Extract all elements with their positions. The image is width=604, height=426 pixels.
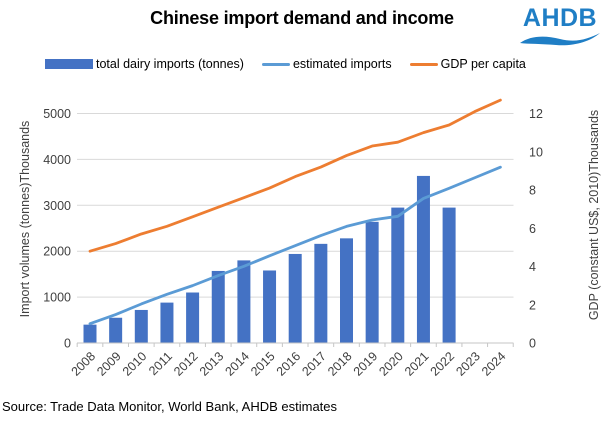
legend-label: GDP per capita <box>440 57 526 71</box>
legend-item-estimated-imports: estimated imports <box>261 57 392 71</box>
ahdb-logo: AHDB <box>520 6 600 46</box>
bar-2017 <box>314 243 328 343</box>
svg-text:2008: 2008 <box>69 349 99 379</box>
line-series-swatch-icon <box>409 62 438 66</box>
svg-text:5000: 5000 <box>43 107 71 121</box>
source-note: Source: Trade Data Monitor, World Bank, … <box>2 399 338 414</box>
svg-text:2009: 2009 <box>94 349 124 379</box>
svg-text:2010: 2010 <box>120 349 150 379</box>
x-axis <box>76 342 514 347</box>
svg-text:2013: 2013 <box>197 349 227 379</box>
svg-text:2024: 2024 <box>479 349 509 379</box>
chart-title: Chinese import demand and income <box>150 8 454 28</box>
bar-series-swatch-icon <box>45 59 93 69</box>
svg-text:2019: 2019 <box>351 349 381 379</box>
svg-text:10: 10 <box>529 145 543 159</box>
bar-2008 <box>83 324 97 343</box>
svg-text:2015: 2015 <box>248 349 278 379</box>
svg-text:4: 4 <box>529 260 536 274</box>
left-axis-tick-labels: 0 1000 2000 3000 4000 5000 <box>43 107 71 351</box>
svg-text:1000: 1000 <box>43 291 71 305</box>
svg-text:2016: 2016 <box>274 349 304 379</box>
line-series-estimated-imports <box>88 165 502 326</box>
svg-text:2014: 2014 <box>222 349 252 379</box>
bar-2021 <box>416 175 430 343</box>
line-series-swatch-icon <box>261 62 290 66</box>
bar-2020 <box>391 207 405 343</box>
x-axis-tick-labels: 2008200920102011201220132014201520162017… <box>69 349 509 379</box>
bar-2013 <box>211 270 225 343</box>
bar-2015 <box>263 270 277 343</box>
svg-text:2022: 2022 <box>428 349 458 379</box>
bar-2010 <box>134 309 148 343</box>
legend-item-gdp-per-capita: GDP per capita <box>409 57 526 71</box>
bar-2012 <box>186 292 200 343</box>
svg-text:2021: 2021 <box>402 349 432 379</box>
bar-2011 <box>160 302 174 343</box>
bar-2018 <box>340 238 353 343</box>
svg-text:0: 0 <box>529 337 536 351</box>
legend-label: estimated imports <box>292 57 392 71</box>
bar-2014 <box>237 260 251 343</box>
svg-text:2012: 2012 <box>171 349 201 379</box>
svg-text:2023: 2023 <box>453 349 483 379</box>
bar-2022 <box>442 207 456 343</box>
svg-text:12: 12 <box>529 107 543 121</box>
svg-text:2020: 2020 <box>376 349 406 379</box>
chart-legend: total dairy imports (tonnes) estimated i… <box>45 57 526 71</box>
svg-text:3000: 3000 <box>43 199 71 213</box>
svg-text:2018: 2018 <box>325 349 355 379</box>
right-axis-tick-labels: 0 2 4 6 8 10 12 <box>529 107 543 351</box>
bar-2016 <box>288 253 302 343</box>
bar-2009 <box>109 317 123 343</box>
line-series-gdp-per-capita <box>88 98 502 253</box>
svg-text:8: 8 <box>529 184 536 198</box>
ahdb-wave-icon <box>520 33 600 46</box>
legend-label: total dairy imports (tonnes) <box>96 57 244 71</box>
svg-text:0: 0 <box>64 337 71 351</box>
bar-2019 <box>365 221 379 343</box>
svg-text:2: 2 <box>529 298 536 312</box>
svg-text:6: 6 <box>529 222 536 236</box>
svg-text:2017: 2017 <box>299 349 329 379</box>
svg-text:4000: 4000 <box>43 153 71 167</box>
bar-series-total-dairy-imports <box>83 175 456 343</box>
ahdb-logo-text: AHDB <box>522 4 598 32</box>
svg-text:2000: 2000 <box>43 245 71 259</box>
legend-item-total-dairy-imports: total dairy imports (tonnes) <box>45 57 244 71</box>
chart-plot-area: 0100020003000400050000246810122008200920… <box>43 98 543 379</box>
svg-text:2011: 2011 <box>146 349 175 378</box>
gridlines <box>77 113 514 298</box>
